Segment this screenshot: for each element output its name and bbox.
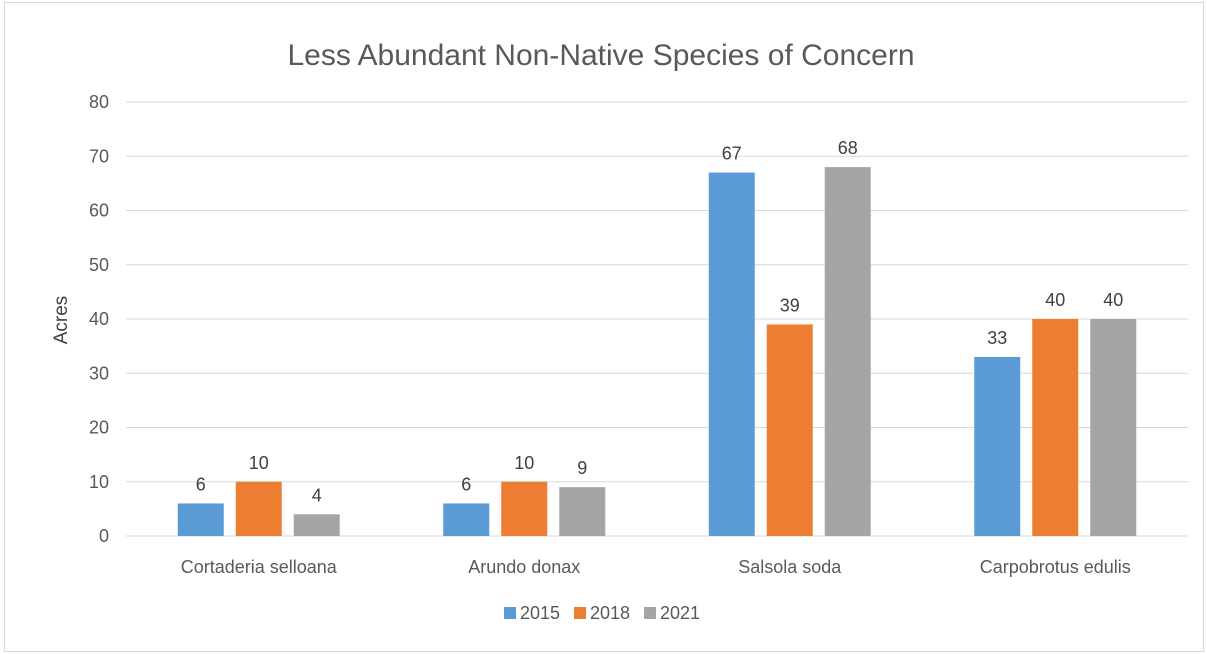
data-label: 9 [577, 458, 587, 478]
bar-2015-1 [443, 503, 490, 536]
data-label: 40 [1045, 290, 1065, 310]
bar-2021-1 [559, 487, 606, 536]
bar-2015-0 [177, 503, 224, 536]
legend: 2015 2018 2021 [504, 603, 700, 623]
data-label: 39 [780, 295, 800, 315]
data-labels: 6 10 4 6 10 9 67 39 68 33 40 40 [196, 138, 1124, 505]
bar-2015-3 [974, 356, 1021, 536]
y-tick-label: 70 [89, 146, 109, 166]
y-tick-label: 10 [89, 472, 109, 492]
bar-2018-2 [766, 324, 813, 536]
bars [177, 167, 1137, 536]
y-tick-label: 20 [89, 418, 109, 438]
data-label: 68 [838, 138, 858, 158]
bar-2018-0 [235, 481, 282, 536]
y-axis-label: Acres [51, 296, 72, 345]
chart-svg: Less Abundant Non-Native Species of Conc… [51, 39, 1188, 623]
y-tick-label: 0 [99, 526, 109, 546]
bar-2015-2 [708, 172, 755, 536]
legend-label: 2021 [660, 603, 700, 623]
y-tick-label: 80 [89, 92, 109, 112]
y-tick-label: 30 [89, 363, 109, 383]
legend-label: 2015 [520, 603, 560, 623]
bar-2018-1 [501, 481, 548, 536]
data-label: 6 [196, 474, 206, 494]
bar-2021-2 [824, 167, 871, 536]
chart-title: Less Abundant Non-Native Species of Conc… [287, 39, 914, 72]
legend-label: 2018 [590, 603, 630, 623]
x-tick-label: Carpobrotus edulis [980, 557, 1131, 577]
bar-2021-3 [1090, 319, 1137, 536]
data-label: 6 [461, 474, 471, 494]
data-label: 67 [722, 144, 742, 164]
x-axis-ticks: Cortaderia selloana Arundo donax Salsola s… [181, 557, 1131, 577]
y-axis-ticks: 0 10 20 30 40 50 60 70 80 [89, 92, 109, 546]
y-tick-label: 40 [89, 309, 109, 329]
legend-swatch [504, 607, 516, 619]
x-tick-label: Cortaderia selloana [181, 557, 338, 577]
data-label: 40 [1103, 290, 1123, 310]
data-label: 4 [312, 485, 322, 505]
x-tick-label: Salsola soda [738, 557, 842, 577]
bar-2021-0 [293, 514, 340, 536]
y-tick-label: 60 [89, 201, 109, 221]
bar-2018-3 [1032, 319, 1079, 536]
data-label: 10 [514, 453, 534, 473]
legend-swatch [574, 607, 586, 619]
x-tick-label: Arundo donax [468, 557, 580, 577]
legend-swatch [644, 607, 656, 619]
chart-area: Less Abundant Non-Native Species of Conc… [4, 2, 1204, 652]
data-label: 10 [249, 453, 269, 473]
data-label: 33 [987, 328, 1007, 348]
y-tick-label: 50 [89, 255, 109, 275]
gridlines [126, 101, 1188, 537]
